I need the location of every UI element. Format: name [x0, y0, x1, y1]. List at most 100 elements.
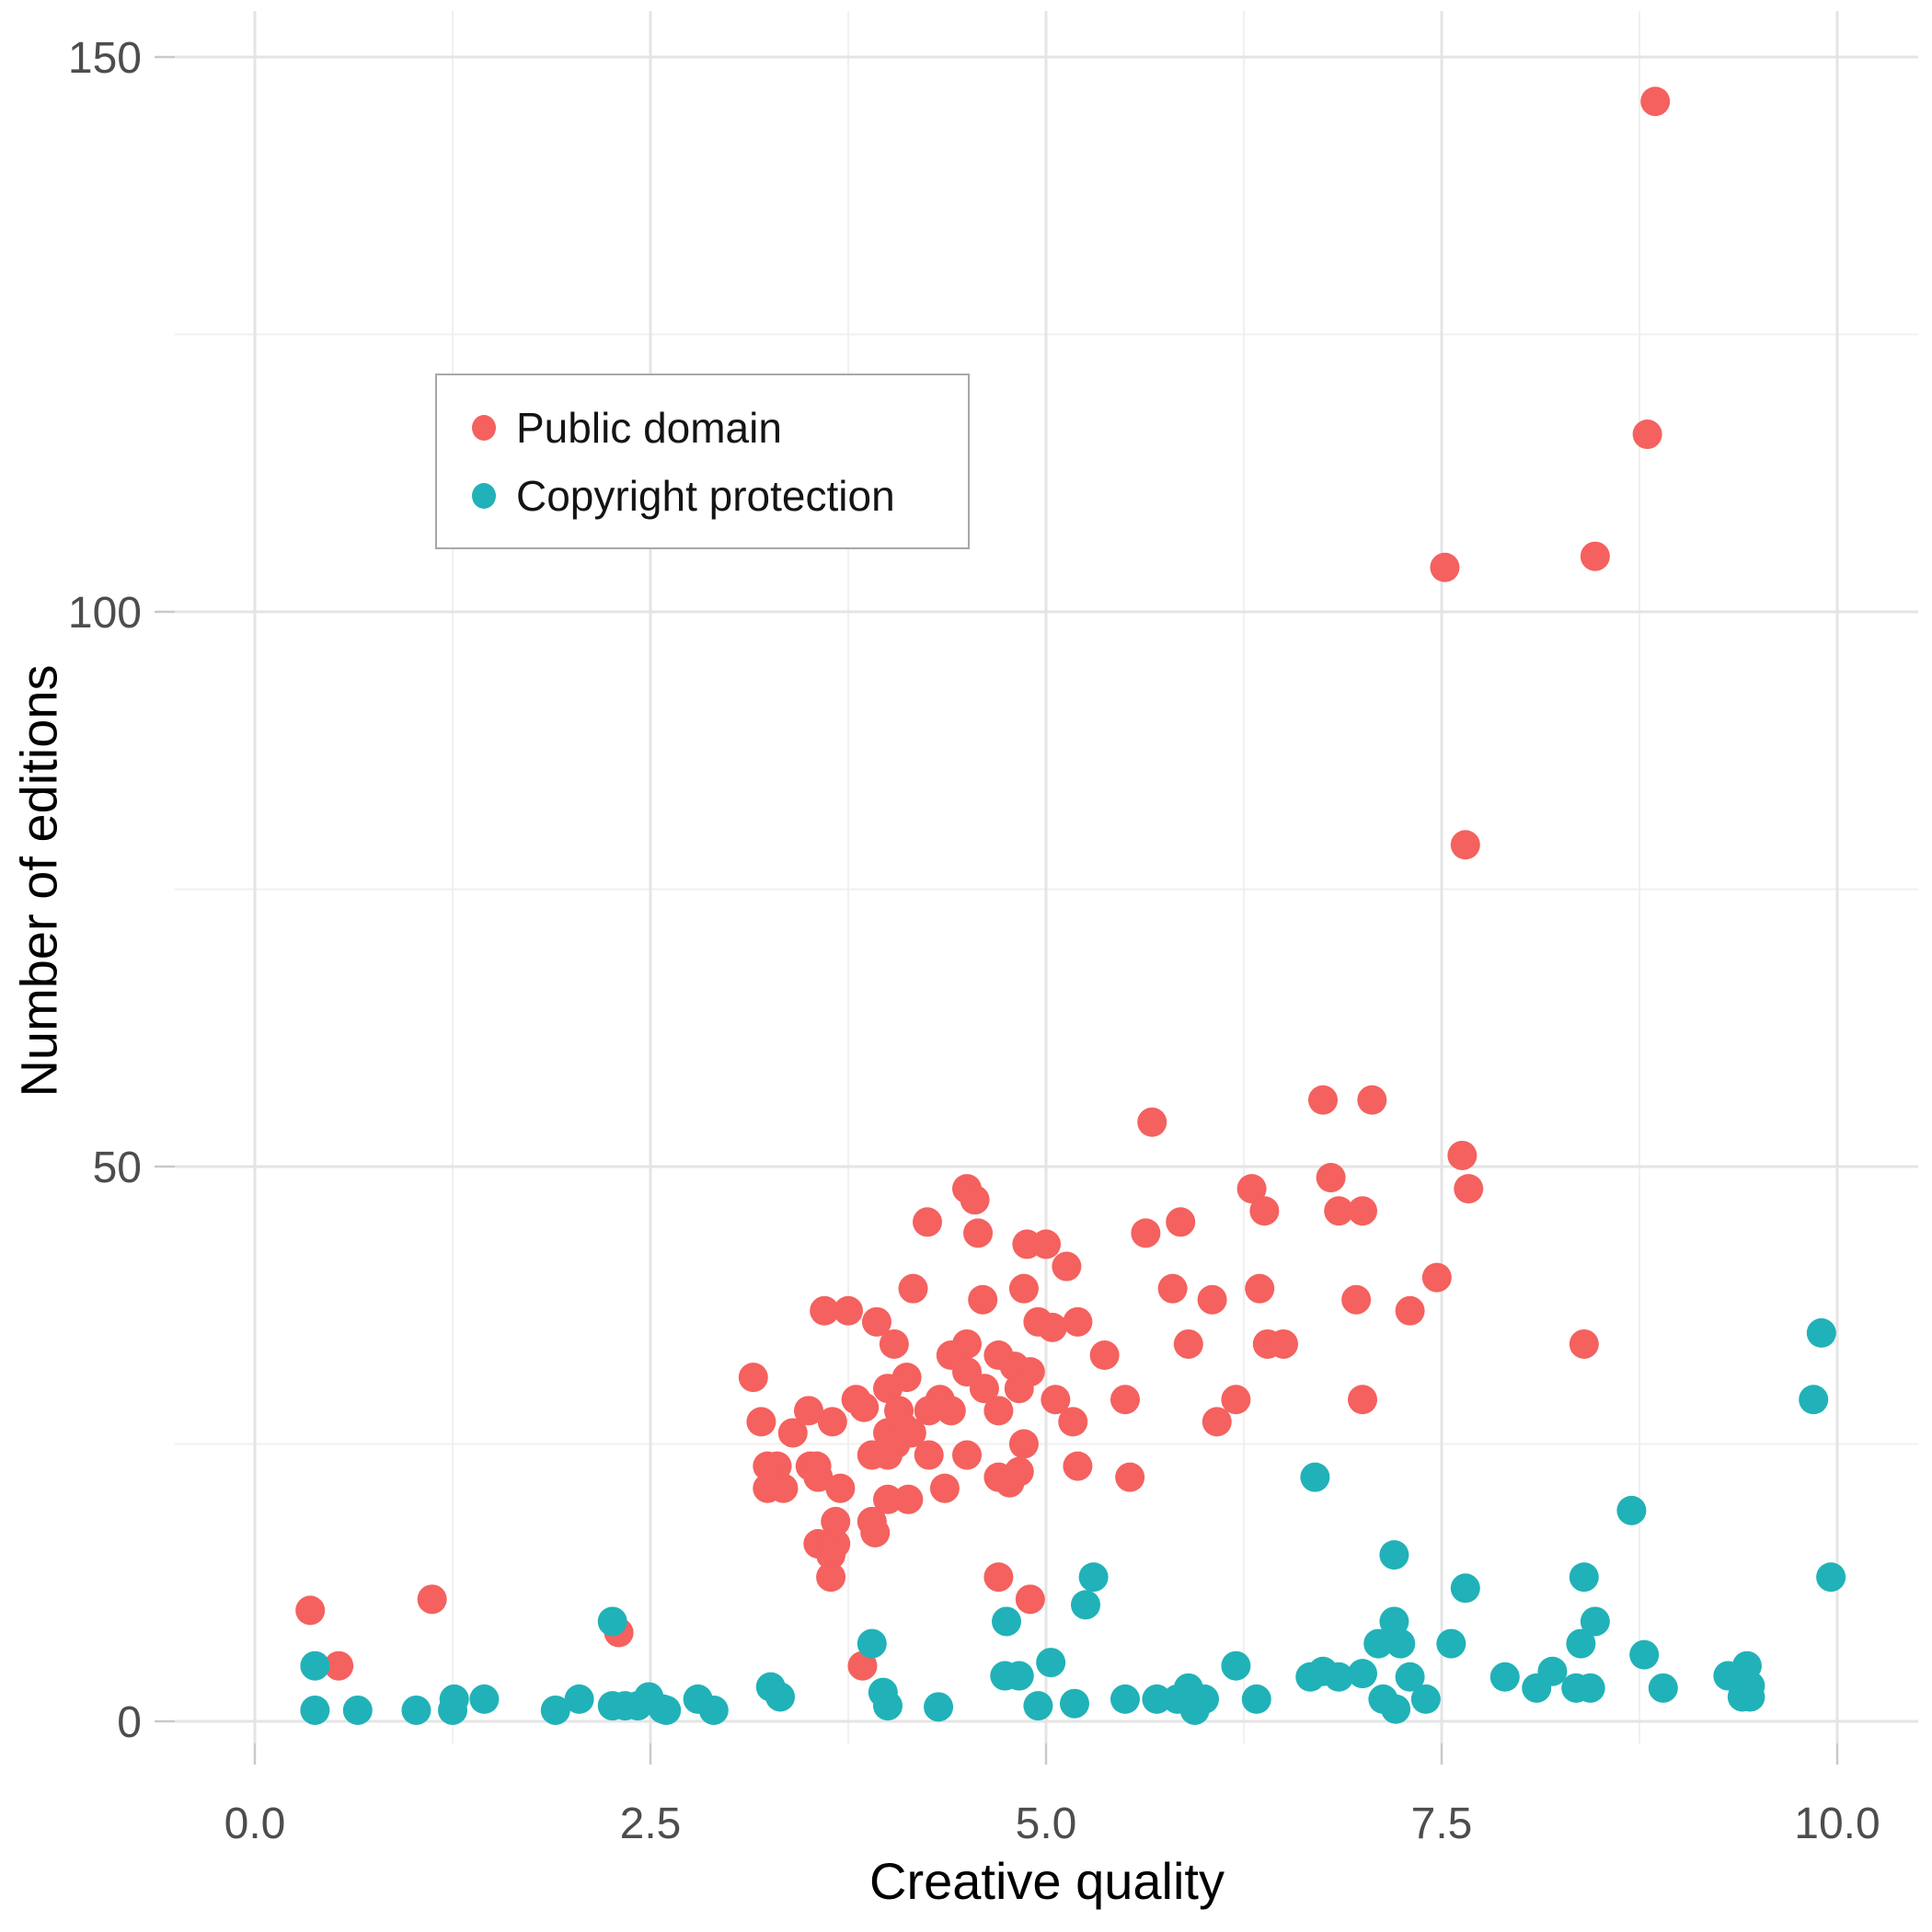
data-point: [1059, 1688, 1089, 1719]
data-point: [753, 1473, 783, 1503]
data-point: [817, 1407, 847, 1437]
data-point: [1421, 1262, 1452, 1293]
data-point: [1436, 1628, 1466, 1659]
data-point: [889, 1412, 919, 1443]
data-point: [1489, 1662, 1520, 1692]
data-point: [1341, 1284, 1372, 1315]
data-point: [963, 1218, 994, 1248]
data-point: [1324, 1196, 1354, 1226]
data-point: [1450, 1573, 1480, 1604]
data-point: [1348, 1659, 1377, 1689]
data-point: [698, 1695, 729, 1725]
data-point: [847, 1650, 878, 1681]
data-point: [1569, 1328, 1599, 1359]
x-tick-label: 0.0: [224, 1800, 286, 1848]
data-point: [1632, 420, 1662, 450]
data-point: [1386, 1628, 1416, 1659]
data-point: [983, 1562, 1014, 1593]
data-point: [1157, 1273, 1188, 1304]
x-tick-label: 5.0: [1016, 1800, 1077, 1848]
data-point: [438, 1695, 467, 1725]
data-point: [873, 1691, 903, 1721]
legend-item: Copyright protection: [472, 468, 968, 523]
data-point: [803, 1462, 834, 1492]
data-point: [1454, 1174, 1484, 1204]
data-point: [417, 1584, 447, 1615]
data-point: [1580, 541, 1610, 571]
data-point: [849, 1392, 880, 1422]
data-point: [893, 1484, 924, 1514]
data-point: [1395, 1662, 1425, 1692]
data-point: [952, 1440, 982, 1470]
x-tick-label: 7.5: [1411, 1800, 1473, 1848]
data-point: [1569, 1562, 1599, 1593]
data-point: [1078, 1562, 1109, 1593]
data-point: [816, 1540, 846, 1570]
data-point: [992, 1606, 1021, 1637]
data-point: [821, 1506, 851, 1536]
legend-label: Public domain: [516, 403, 782, 452]
data-point: [1324, 1662, 1354, 1692]
data-point: [738, 1363, 768, 1393]
data-point: [1052, 1251, 1082, 1282]
data-point: [1241, 1684, 1271, 1714]
data-point: [1640, 86, 1671, 117]
data-point: [1269, 1328, 1298, 1359]
data-point: [1580, 1606, 1610, 1637]
data-point: [1071, 1590, 1100, 1620]
data-point: [1799, 1385, 1829, 1415]
data-point: [564, 1684, 594, 1714]
data-point: [1379, 1540, 1409, 1570]
data-point: [300, 1695, 330, 1725]
data-point: [1648, 1673, 1678, 1703]
data-point: [873, 1484, 903, 1514]
data-point: [324, 1650, 354, 1681]
data-point: [1036, 1648, 1066, 1678]
data-point: [924, 1692, 954, 1722]
data-point: [1236, 1174, 1267, 1204]
data-point: [1023, 1691, 1053, 1721]
data-point: [1348, 1385, 1377, 1415]
data-point: [1004, 1374, 1034, 1404]
data-point: [1202, 1407, 1232, 1437]
y-tick-label: 0: [117, 1698, 142, 1747]
data-point: [860, 1517, 891, 1547]
data-point: [765, 1682, 796, 1712]
data-point: [1575, 1673, 1605, 1703]
data-point: [873, 1374, 903, 1404]
data-point: [295, 1595, 326, 1626]
data-point: [777, 1418, 808, 1448]
data-point: [1316, 1163, 1346, 1193]
data-point: [1245, 1273, 1275, 1304]
data-point: [1447, 1140, 1478, 1170]
data-point: [1197, 1284, 1227, 1315]
data-point: [597, 1691, 627, 1721]
data-point: [1395, 1295, 1425, 1326]
data-point: [1357, 1085, 1387, 1115]
legend-label: Copyright protection: [516, 471, 895, 520]
data-point: [1015, 1584, 1045, 1615]
data-point: [1629, 1639, 1660, 1670]
data-point: [1363, 1628, 1394, 1659]
data-point: [913, 1207, 942, 1237]
y-axis-title: Number of editions: [9, 664, 68, 1098]
data-point: [879, 1328, 909, 1359]
data-point: [1348, 1196, 1377, 1226]
data-point: [1004, 1661, 1034, 1691]
data-point: [1115, 1462, 1145, 1492]
data-point: [1806, 1317, 1836, 1348]
data-point: [1735, 1682, 1765, 1712]
data-point: [746, 1407, 776, 1437]
data-point: [968, 1284, 998, 1315]
data-point: [1110, 1385, 1140, 1415]
data-point: [936, 1396, 966, 1426]
legend-dot-copyright-protection-icon: [472, 482, 496, 509]
data-point: [597, 1606, 627, 1637]
data-point: [816, 1562, 846, 1593]
data-point: [1308, 1085, 1338, 1115]
data-point: [825, 1473, 856, 1503]
legend-item: Public domain: [472, 400, 968, 455]
data-point: [1037, 1312, 1067, 1342]
